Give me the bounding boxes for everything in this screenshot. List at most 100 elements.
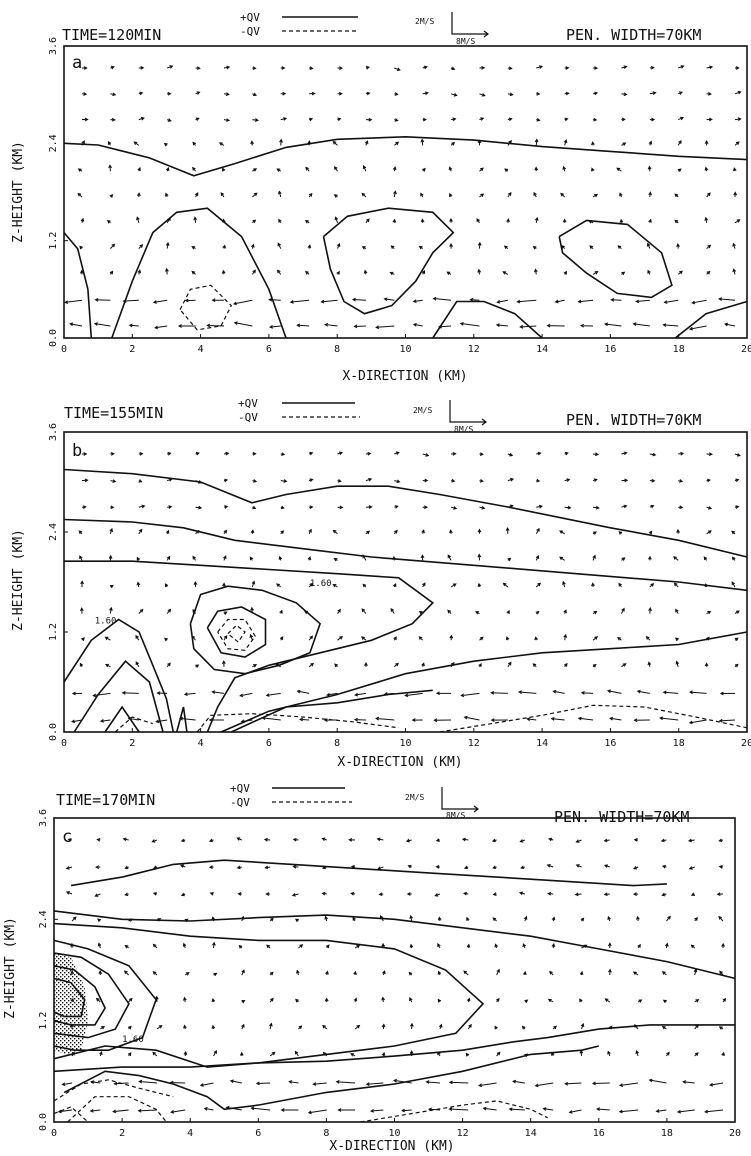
panel-b-wind-vector	[278, 555, 283, 561]
panel-a-wind-vector	[81, 66, 88, 70]
panel-a-wind-vector	[412, 299, 423, 304]
panel-b-wind-vector	[422, 453, 430, 457]
panel-b-wind-vector	[621, 663, 627, 668]
panel-b-wind-vector	[71, 691, 83, 696]
panel-b-wind-vector	[362, 583, 367, 588]
panel-a-wind-vector	[309, 91, 316, 96]
panel-b-xlabel: X-DIRECTION (KM)	[337, 755, 462, 770]
panel-a-wind-vector	[138, 91, 144, 96]
panel-a-wind-vector	[232, 299, 253, 306]
panel-c-wind-vector	[353, 970, 358, 976]
panel-a: TIME=120MIN +QV -QV 2M/S 8M/S PEN. WIDTH…	[11, 11, 751, 384]
panel-a-wind-vector	[648, 218, 652, 223]
panel-a-wind-vector	[589, 245, 594, 249]
panel-c-wind-vector	[607, 915, 611, 922]
panel-c-wind-vector	[580, 917, 585, 922]
panel-c-wind-vector	[465, 1052, 470, 1057]
panel-b-wind-vector	[633, 718, 650, 723]
panel-a-wind-vector	[688, 325, 707, 331]
panel-c-wind-vector	[437, 916, 442, 922]
panel-b-positive-qv-contour	[220, 631, 748, 733]
panel-b-wind-vector	[337, 505, 344, 510]
panel-c-wind-vector	[381, 1051, 386, 1057]
panel-b-wind-vector	[354, 692, 366, 697]
panel-a-wind-vector	[138, 66, 145, 70]
panel-c-wind-vector	[466, 997, 471, 1003]
panel-b-wind-vector	[502, 582, 509, 588]
panel-a-wind-vector	[706, 244, 712, 249]
panel-b-wind-vector	[92, 692, 111, 698]
panel-b-positive-qv-contour	[175, 706, 188, 733]
panel-a-wind-vector	[450, 66, 456, 71]
panel-b-wind-vector	[165, 529, 170, 535]
panel-b-wind-vector	[734, 478, 740, 483]
panel-a-wind-vector	[64, 299, 83, 304]
panel-c-wind-vector	[722, 997, 727, 1003]
panel-c-wind-vector	[97, 942, 102, 949]
panel-b-wind-vector	[734, 453, 741, 457]
panel-b-plot: 0 2 4 6 8 10 12 14 16 18 20 0.0 1.2 2.4 3.6 1.60 1.60	[48, 423, 751, 749]
panel-c-wind-vector	[551, 916, 556, 922]
panel-a-scale-arrow	[451, 12, 489, 38]
panel-c-wind-vector	[596, 1107, 610, 1112]
panel-a-xtick-label: 0	[61, 344, 67, 355]
panel-a-wind-vector	[678, 65, 685, 69]
panel-c-wind-vector	[112, 1109, 129, 1114]
panel-b-wind-vector	[211, 690, 225, 694]
panel-a-ytick-label: 1.2	[48, 232, 59, 250]
panel-a-wind-vector	[276, 168, 281, 172]
panel-a-wind-vector	[137, 192, 141, 198]
panel-c-wind-vector	[98, 970, 103, 976]
panel-a-wind-vector	[195, 91, 201, 95]
panel-a-wind-vector	[477, 268, 482, 275]
panel-c-wind-vector	[354, 945, 361, 949]
panel-a-wind-vector	[167, 91, 172, 96]
panel-b-wind-vector	[108, 554, 113, 561]
panel-a-wind-vector	[677, 168, 682, 173]
panel-c-wind-vector	[213, 1049, 217, 1057]
panel-a-wind-vector	[269, 325, 281, 329]
panel-b-wind-vector	[164, 637, 168, 642]
panel-a-wind-vector	[363, 269, 368, 275]
panel-a-wind-vector	[167, 118, 172, 122]
panel-b-wind-vector	[477, 553, 482, 561]
panel-b-wind-vector	[81, 505, 87, 509]
panel-c-wind-vector	[307, 1109, 327, 1115]
panel-b-negative-qv-contour	[196, 713, 399, 733]
panel-a-wind-vector	[332, 140, 338, 146]
panel-a-wind-vector	[304, 270, 310, 275]
panel-c-legend-neg-label: -QV	[230, 796, 250, 809]
panel-b-ytick-label: 2.4	[48, 523, 59, 541]
panel-c-wind-vector	[239, 1051, 244, 1057]
panel-b-wind-vector	[636, 689, 650, 694]
panel-b-xtick-label: 18	[673, 738, 685, 749]
panel-b-wind-vector	[703, 556, 708, 561]
panel-c-wind-vector	[548, 837, 554, 842]
panel-a-wind-vector	[308, 117, 314, 122]
panel-a-wind-vector	[109, 194, 114, 198]
panel-c-wind-vector	[199, 1082, 214, 1087]
panel-a-wind-vector	[252, 219, 257, 224]
panel-c-wind-vector	[152, 1051, 158, 1057]
panel-a-wind-vector	[604, 322, 622, 327]
panel-c-wind-vector	[324, 997, 329, 1003]
panel-a-wind-vector	[337, 91, 343, 96]
panel-a-wind-vector	[392, 218, 397, 223]
panel-b-wind-vector	[365, 505, 373, 509]
panel-c-wind-vector	[322, 1024, 328, 1030]
panel-b-wind-vector	[535, 554, 540, 561]
panel-b-wind-vector	[460, 692, 480, 698]
panel-c-wind-vector	[152, 971, 158, 976]
panel-a-wind-vector	[192, 141, 197, 146]
panel-b-wind-vector	[192, 555, 196, 561]
panel-c-wind-vector	[95, 997, 101, 1003]
panel-a-wind-vector	[507, 66, 513, 71]
panel-a-wind-vector	[211, 298, 224, 303]
panel-c-wind-vector	[335, 1079, 356, 1084]
panel-c-wind-vector	[348, 837, 356, 842]
panel-c-wind-vector	[269, 1051, 276, 1057]
panel-c-wind-vector	[124, 892, 129, 897]
panel-a-wind-vector	[564, 91, 570, 96]
panel-c-wind-vector	[211, 998, 216, 1003]
